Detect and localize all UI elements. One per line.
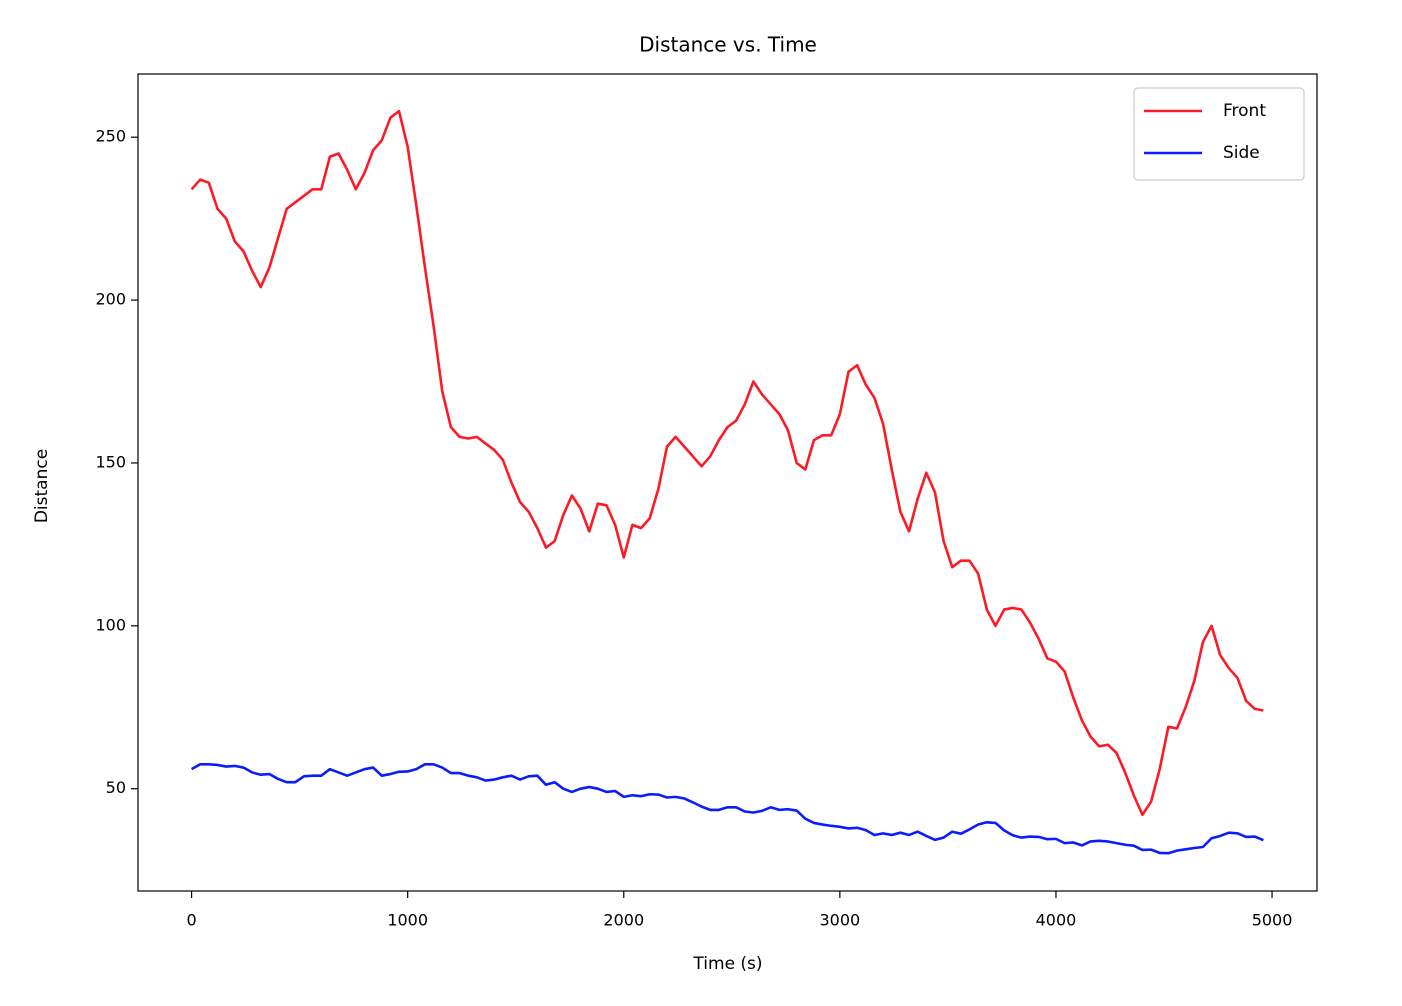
y-tick-label: 250	[95, 127, 126, 146]
legend-label: Side	[1223, 143, 1260, 163]
y-axis-label: Distance	[32, 449, 52, 523]
data-line	[190, 762, 1264, 855]
plot-frame	[137, 73, 1318, 892]
data-line	[190, 109, 1264, 817]
y-tick-label: 150	[95, 452, 126, 471]
x-tick-label: 1000	[387, 911, 428, 930]
x-tick-label: 3000	[820, 911, 861, 930]
x-tick-label: 5000	[1252, 911, 1293, 930]
y-tick-label: 200	[95, 290, 126, 309]
x-axis-label: Time (s)	[692, 954, 762, 974]
chart-title: Distance vs. Time	[639, 33, 817, 57]
legend-label: Front	[1223, 101, 1266, 121]
x-tick-label: 4000	[1036, 911, 1077, 930]
x-tick-label: 2000	[603, 911, 644, 930]
y-tick-label: 50	[106, 778, 126, 797]
y-tick-label: 100	[95, 615, 126, 634]
x-tick-label: 0	[186, 911, 196, 930]
legend-box	[1133, 87, 1305, 181]
